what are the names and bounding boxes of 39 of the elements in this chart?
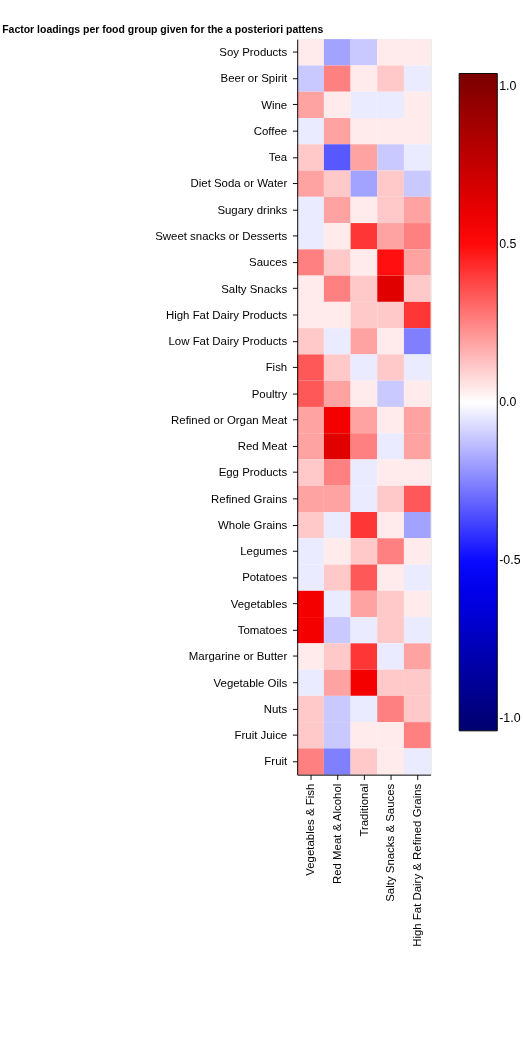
y-tick-label: Fruit Juice [234, 729, 288, 742]
y-tick-label: Sweet snacks or Desserts [155, 230, 288, 243]
y-tick-label: Red Meat [237, 440, 289, 453]
x-tick-label: Vegetables & Fish [304, 783, 317, 876]
y-tick-label: Refined Grains [211, 492, 288, 505]
y-tick-label: Whole Grains [218, 518, 288, 531]
y-tick-label: Soy Products [219, 46, 288, 59]
y-tick-label: Low Fat Dairy Products [168, 335, 288, 348]
y-tick-label: Sauces [249, 256, 288, 269]
y-tick-label: Legumes [240, 545, 288, 558]
y-tick-label: Potatoes [242, 571, 288, 584]
y-tick-label: Nuts [263, 702, 288, 715]
y-tick-label: Poultry [251, 387, 288, 400]
y-tick-label: High Fat Dairy Products [165, 308, 288, 321]
color-bar-label: -0.5 [499, 552, 521, 567]
y-tick-label: Refined or Organ Meat [171, 413, 289, 426]
y-tick-label: Margarine or Butter [188, 650, 288, 663]
y-tick-label: Fruit [264, 755, 289, 768]
y-tick-label: Vegetables [230, 597, 288, 610]
y-tick-label: Vegetable Oils [213, 676, 288, 689]
y-tick-label: Egg Products [218, 466, 288, 479]
y-tick-label: Sugary drinks [217, 203, 288, 216]
y-tick-label: Tomatoes [237, 624, 288, 636]
y-tick-label: Beer or Spirit [220, 72, 289, 85]
x-tick-label: Red Meat & Alcohol [331, 783, 344, 885]
y-tick-label: Fish [265, 361, 288, 374]
y-tick-label: Diet Soda or Water [190, 177, 288, 190]
x-tick-label: Salty Snacks & Sauces [384, 783, 397, 902]
text: Factor loadings per food group given for the a posteriori pattens [2, 24, 324, 36]
y-tick-label: Tea [268, 151, 288, 164]
y-tick-label: Coffee [253, 124, 288, 137]
y-tick-label: Wine [261, 98, 288, 111]
color-bar-label: -1.0 [499, 711, 521, 725]
x-tick-label: Traditional [357, 783, 370, 837]
color-bar-label: 0.0 [499, 394, 517, 409]
x-tick-label: High Fat Dairy & Refined Grains [411, 783, 424, 947]
color-bar-label: 1.0 [499, 78, 517, 93]
y-tick-label: Salty Snacks [221, 282, 288, 295]
color-bar-label: 0.5 [499, 236, 517, 251]
